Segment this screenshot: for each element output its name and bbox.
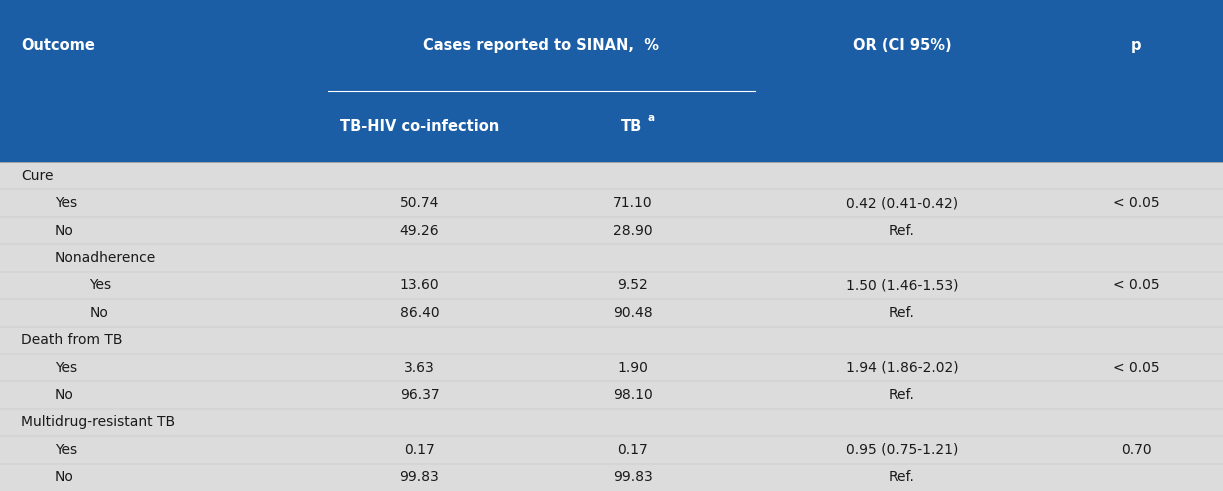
Text: Ref.: Ref. <box>889 223 915 238</box>
Text: 99.83: 99.83 <box>613 470 653 484</box>
Text: Yes: Yes <box>55 196 77 210</box>
Text: Yes: Yes <box>55 360 77 375</box>
Text: 49.26: 49.26 <box>400 223 439 238</box>
Text: OR (CI 95%): OR (CI 95%) <box>852 38 951 53</box>
Text: No: No <box>89 306 108 320</box>
Text: No: No <box>55 388 73 402</box>
Text: 13.60: 13.60 <box>400 278 439 293</box>
Text: Multidrug-resistant TB: Multidrug-resistant TB <box>21 415 175 430</box>
Text: < 0.05: < 0.05 <box>1113 278 1159 293</box>
Text: 86.40: 86.40 <box>400 306 439 320</box>
Text: < 0.05: < 0.05 <box>1113 360 1159 375</box>
Text: Cases reported to SINAN,  %: Cases reported to SINAN, % <box>423 38 659 53</box>
Text: 98.10: 98.10 <box>613 388 653 402</box>
Text: 1.50 (1.46-1.53): 1.50 (1.46-1.53) <box>846 278 958 293</box>
Text: 50.74: 50.74 <box>400 196 439 210</box>
Text: No: No <box>55 223 73 238</box>
Text: Yes: Yes <box>89 278 111 293</box>
Text: 0.42 (0.41-0.42): 0.42 (0.41-0.42) <box>846 196 958 210</box>
Text: 96.37: 96.37 <box>400 388 439 402</box>
Text: TB: TB <box>620 119 642 134</box>
Text: Outcome: Outcome <box>21 38 94 53</box>
Text: 0.95 (0.75-1.21): 0.95 (0.75-1.21) <box>846 443 958 457</box>
Text: Yes: Yes <box>55 443 77 457</box>
Text: Death from TB: Death from TB <box>21 333 122 347</box>
Text: 90.48: 90.48 <box>613 306 653 320</box>
Text: Ref.: Ref. <box>889 470 915 484</box>
Text: 9.52: 9.52 <box>618 278 648 293</box>
Text: Ref.: Ref. <box>889 388 915 402</box>
Text: Cure: Cure <box>21 169 54 183</box>
Text: 99.83: 99.83 <box>400 470 439 484</box>
Text: 71.10: 71.10 <box>613 196 653 210</box>
Text: 1.94 (1.86-2.02): 1.94 (1.86-2.02) <box>845 360 959 375</box>
Text: TB-HIV co-infection: TB-HIV co-infection <box>340 119 499 134</box>
Text: 0.70: 0.70 <box>1120 443 1152 457</box>
Bar <box>0 0 1223 162</box>
Text: 3.63: 3.63 <box>404 360 435 375</box>
Text: Nonadherence: Nonadherence <box>55 251 157 265</box>
Bar <box>0 162 1223 491</box>
Text: No: No <box>55 470 73 484</box>
Text: 1.90: 1.90 <box>618 360 648 375</box>
Text: 0.17: 0.17 <box>404 443 435 457</box>
Text: 0.17: 0.17 <box>618 443 648 457</box>
Text: 28.90: 28.90 <box>613 223 653 238</box>
Text: < 0.05: < 0.05 <box>1113 196 1159 210</box>
Text: a: a <box>648 112 654 123</box>
Text: Ref.: Ref. <box>889 306 915 320</box>
Text: p: p <box>1131 38 1141 53</box>
